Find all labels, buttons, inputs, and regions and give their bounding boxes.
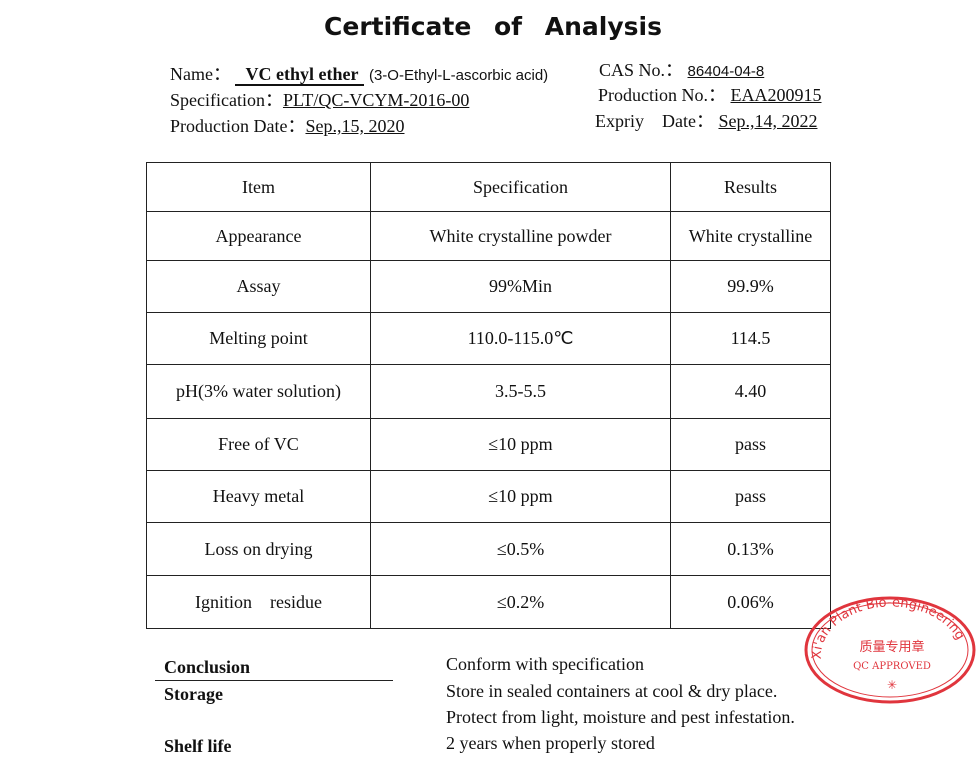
cell-spec: ≤0.2% [370,575,671,629]
cell-spec: 99%Min [370,260,671,313]
divider [155,680,393,681]
prod-no-value: EAA200915 [730,85,822,105]
header-results: Results [670,162,831,212]
expiry-row: Expriy Date： Sep.,14, 2022 [595,107,817,133]
table-row: Appearance White crystalline powder White … [146,211,831,261]
cell-spec: White crystalline powder [370,211,671,261]
cell-result: pass [670,470,831,523]
cell-result: White crystalline [670,211,831,261]
analysis-table: Item Specification Results Appearance Whi… [146,162,831,629]
cell-item: Heavy metal [146,470,371,523]
storage-line-2: Protect from light, moisture and pest in… [446,707,795,727]
cell-spec: 3.5-5.5 [370,364,671,419]
shelf-life-value: 2 years when properly stored [446,733,655,753]
table-row: Assay 99%Min 99.9% [146,260,831,313]
cell-item: Melting point [146,312,371,365]
shelf-life-label: Shelf life [164,736,232,756]
cell-spec: ≤10 ppm [370,470,671,523]
qc-approved-stamp: Xi'an Plant Bio-engineering Co.,Ltd 质量专用… [800,585,976,704]
name-row: Name： VC ethyl ether (3-O-Ethyl-L-ascorb… [170,60,548,86]
spec-label: Specification： [170,90,283,110]
svg-text:QC APPROVED: QC APPROVED [853,661,931,672]
cell-result: pass [670,418,831,471]
table-row: Free of VC ≤10 ppm pass [146,418,831,471]
prod-date-label: Production Date： [170,116,306,136]
spec-row: Specification：PLT/QC-VCYM-2016-00 [170,86,469,112]
header-item: Item [146,162,371,212]
cell-spec: ≤0.5% [370,522,671,576]
cell-result: 114.5 [670,312,831,365]
cas-row: CAS No.： 86404-04-8 [599,56,764,82]
cell-item: Assay [146,260,371,313]
conclusion-value: Conform with specification [446,654,644,674]
prod-date-value: Sep.,15, 2020 [305,116,405,136]
cell-item: Ignition residue [146,575,371,629]
storage-label: Storage [164,684,223,704]
cell-item: Free of VC [146,418,371,471]
prod-no-row: Production No.： EAA200915 [598,81,822,107]
cell-item: Loss on drying [146,522,371,576]
expiry-value: Sep.,14, 2022 [718,111,818,131]
table-row: Loss on drying ≤0.5% 0.13% [146,522,831,576]
cell-result: 0.13% [670,522,831,576]
name-value: VC ethyl ether [235,64,365,86]
table-row: Melting point 110.0-115.0℃ 114.5 [146,312,831,365]
cell-result: 4.40 [670,364,831,419]
cell-item: pH(3% water solution) [146,364,371,419]
prod-date-row: Production Date：Sep.,15, 2020 [170,112,404,138]
cell-result: 0.06% [670,575,831,629]
cas-value: 86404-04-8 [687,63,765,80]
spec-value: PLT/QC-VCYM-2016-00 [282,90,470,110]
svg-text:✳: ✳ [887,678,897,692]
name-label: Name： [170,64,231,84]
conclusion-label: Conclusion [164,657,251,677]
svg-text:质量专用章: 质量专用章 [859,639,924,655]
storage-line-1: Store in sealed containers at cool & dry… [446,681,778,701]
cas-label: CAS No.： [599,60,684,80]
table-row: Ignition residue ≤0.2% 0.06% [146,575,831,629]
header-specification: Specification [370,162,671,212]
prod-no-label: Production No.： [598,85,726,105]
table-row: Heavy metal ≤10 ppm pass [146,470,831,523]
table-row: pH(3% water solution) 3.5-5.5 4.40 [146,364,831,419]
table-header-row: Item Specification Results [146,162,831,212]
cell-spec: 110.0-115.0℃ [370,312,671,365]
name-note: (3-O-Ethyl-L-ascorbic acid) [368,67,549,84]
page-title: Certificate of Analysis [324,12,662,41]
expiry-label: Expriy Date： [595,111,714,131]
cell-spec: ≤10 ppm [370,418,671,471]
cell-result: 99.9% [670,260,831,313]
cell-item: Appearance [146,211,371,261]
